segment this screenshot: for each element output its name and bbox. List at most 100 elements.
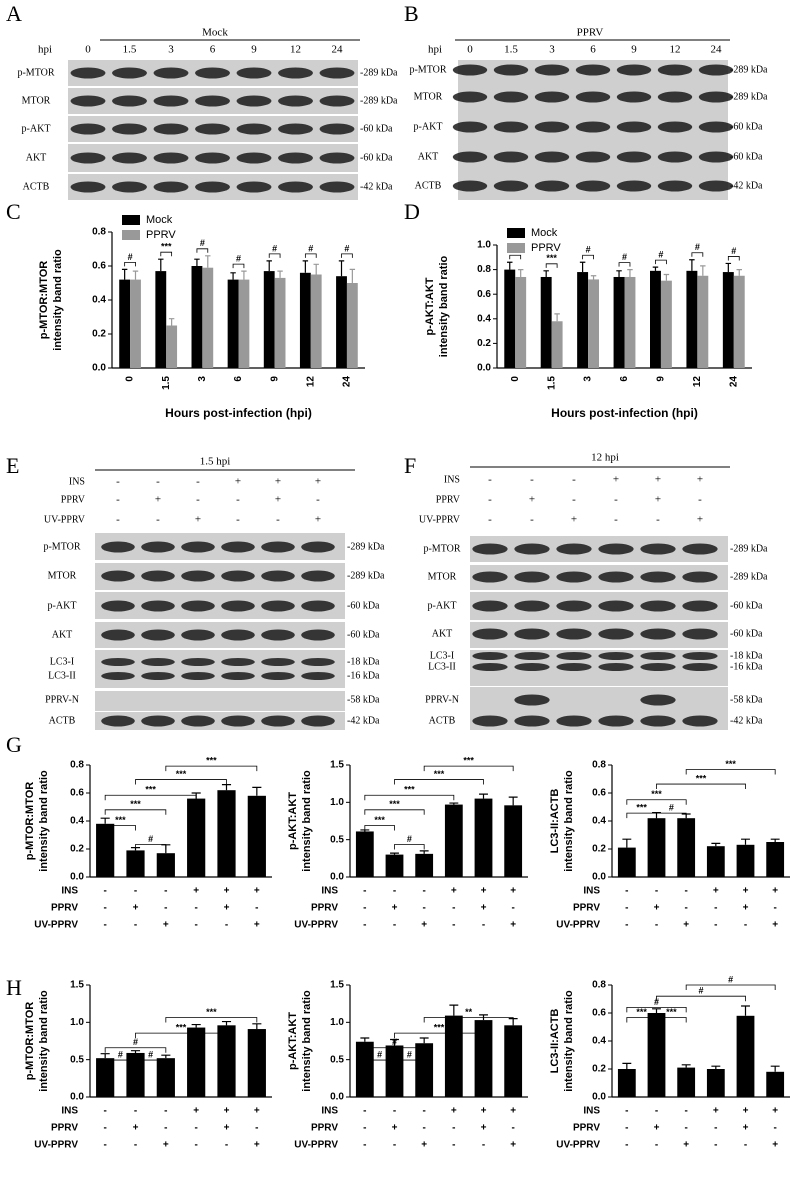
condition-sign: + [224, 1106, 230, 1117]
error-bar [616, 270, 622, 277]
condition-sign: - [530, 514, 534, 526]
band [236, 181, 272, 193]
sig-label: *** [696, 773, 707, 783]
condition-sign: - [684, 1106, 687, 1117]
condition-sign: - [625, 920, 628, 931]
blot-strip [470, 687, 728, 713]
condition-sign: + [254, 1140, 260, 1151]
bar [504, 805, 523, 877]
band [682, 652, 718, 660]
band [698, 91, 734, 103]
bar [444, 1015, 463, 1097]
condition-sign: - [655, 1140, 658, 1151]
error-bar [302, 260, 309, 273]
error-bar [579, 261, 586, 273]
band [261, 715, 295, 727]
legend-swatch [122, 230, 140, 240]
band [112, 152, 147, 164]
row-kda: -289 kDa [730, 64, 768, 75]
sig-bracket [165, 1017, 258, 1023]
band [682, 715, 718, 727]
row-kda: -60 kDa [730, 151, 763, 162]
condition-sign: - [422, 1106, 425, 1117]
bar [130, 279, 141, 368]
band [452, 91, 488, 103]
error-bar [313, 263, 319, 275]
sig-label: # [407, 1049, 412, 1059]
bar [444, 804, 463, 877]
condition-sign: - [393, 1106, 396, 1117]
sig-bracket [394, 779, 484, 785]
bar [156, 853, 175, 877]
bar [346, 283, 358, 368]
error-bar [266, 260, 272, 272]
y-axis-title: LC3-II:ACTB [549, 789, 561, 854]
band [195, 152, 230, 164]
row-label: LC3-II [428, 661, 456, 672]
error-bar [517, 269, 524, 277]
condition-sign: + [481, 886, 487, 897]
sig-bracket [160, 251, 173, 257]
sig-label: # [669, 803, 674, 813]
condition-sign: + [224, 886, 230, 897]
band [319, 181, 355, 193]
sig-label: *** [636, 1007, 647, 1017]
condition-sign: - [422, 1123, 425, 1134]
condition-sign: + [654, 903, 660, 914]
sig-bracket [727, 256, 740, 261]
error-bar [663, 273, 670, 281]
bar [355, 831, 374, 877]
y-tick-label: 0.6 [592, 788, 606, 799]
sig-bracket [626, 812, 657, 819]
band [236, 67, 272, 79]
sig-label: # [658, 250, 663, 260]
condition-sign: + [697, 514, 703, 526]
condition-sign: + [193, 1106, 199, 1117]
row-label: ACTB [23, 181, 50, 192]
band [181, 658, 215, 666]
lane-label: 9 [251, 44, 257, 56]
band [278, 181, 313, 193]
band [452, 151, 488, 163]
band [153, 95, 189, 107]
sig-label: # [308, 243, 313, 253]
blot-strip [95, 691, 345, 711]
band [657, 151, 693, 163]
y-tick-label: 1.5 [330, 760, 344, 771]
y-tick-label: 0.0 [592, 872, 606, 883]
condition-label: INS [583, 1106, 600, 1117]
condition-sign: - [255, 1123, 258, 1134]
condition-label: INS [444, 474, 460, 485]
band [112, 123, 147, 135]
condition-sign: + [772, 1140, 778, 1151]
y-axis-title: intensity band ratio [301, 770, 313, 872]
band [640, 628, 676, 640]
condition-sign: + [254, 886, 260, 897]
band [682, 543, 718, 555]
y-tick-label: 0.5 [330, 1054, 344, 1065]
sig-bracket [394, 1059, 425, 1066]
condition-sign: - [134, 920, 137, 931]
sig-label: *** [206, 1007, 217, 1017]
row-label: p-AKT [22, 123, 51, 134]
condition-sign: - [452, 1140, 455, 1151]
condition-sign: + [392, 1123, 398, 1134]
condition-label: INS [61, 886, 78, 897]
band [640, 543, 676, 555]
error-bar [689, 259, 695, 271]
bar [274, 277, 286, 368]
bar [247, 795, 266, 877]
condition-sign: - [511, 903, 514, 914]
y-tick-label: 0.4 [592, 816, 606, 827]
band [195, 67, 230, 79]
condition-sign: - [422, 903, 425, 914]
band [514, 600, 550, 612]
band [112, 181, 147, 193]
error-bar [736, 269, 742, 276]
bar [155, 271, 167, 368]
bar [191, 266, 203, 368]
band [698, 121, 734, 133]
sig-bracket [268, 253, 281, 258]
x-tick-label: 6 [233, 376, 244, 382]
